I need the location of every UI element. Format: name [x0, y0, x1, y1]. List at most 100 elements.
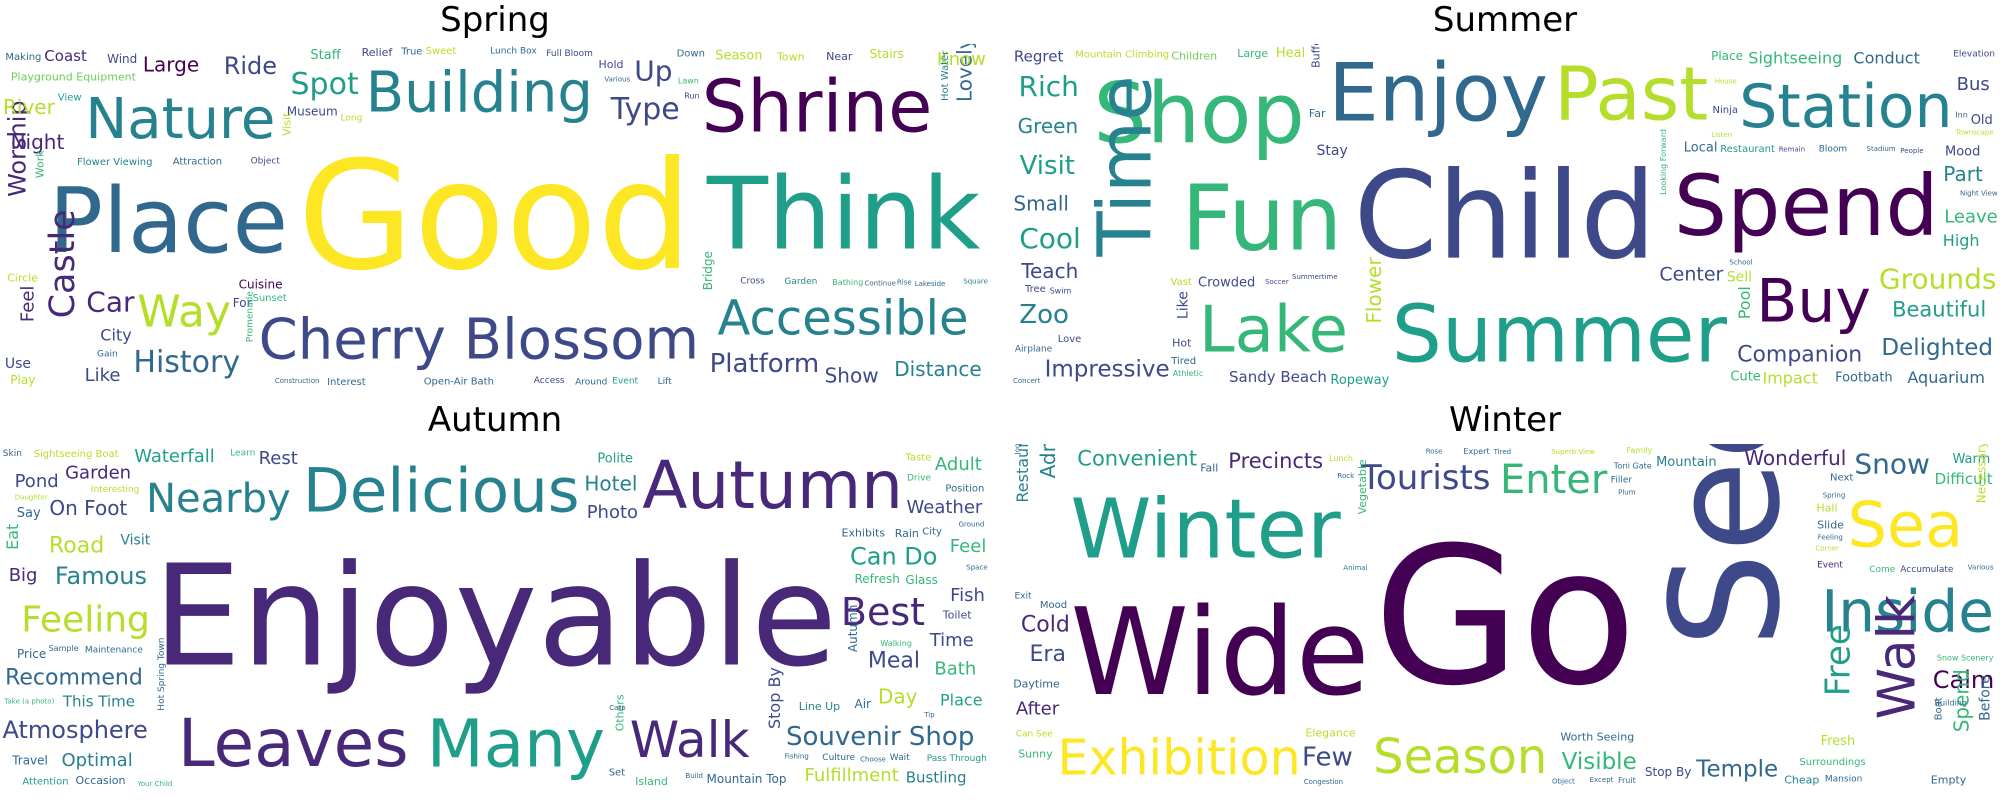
autumn-word-on-foot: On Foot: [49, 496, 127, 520]
summer-word-small: Small: [1013, 192, 1069, 216]
winter-word-building: Building: [1935, 699, 1967, 708]
spring-word-object: Object: [251, 156, 281, 166]
summer-word-heal: Heal: [1276, 46, 1305, 61]
spring-word-sunset: Sunset: [253, 293, 287, 304]
winter-word-fresh: Fresh: [1821, 734, 1856, 749]
summer-word-grounds: Grounds: [1879, 262, 1997, 295]
spring-word-play: Play: [10, 373, 35, 387]
summer-word-school: School: [1729, 258, 1752, 266]
winter-word-temple: Temple: [1695, 757, 1778, 783]
autumn-panel: Autumn Enjoyable Many Delicious Autumn Leave…: [0, 400, 990, 790]
winter-word-superb-view: Superb View: [1551, 448, 1595, 456]
summer-panel: Summer Child Summer Fun Spend Shop Enjoy Past T…: [1010, 0, 2000, 390]
spring-word-season: Season: [715, 48, 762, 63]
summer-word-child: Child: [1354, 148, 1657, 287]
autumn-word-nearby: Nearby: [146, 476, 291, 522]
autumn-word-occasion: Occasion: [76, 774, 126, 787]
winter-word-precincts: Precincts: [1228, 449, 1323, 473]
winter-word-inside: Inside: [1821, 578, 1994, 646]
winter-word-boat: Boat: [1934, 697, 1945, 720]
summer-word-large: Large: [1237, 47, 1268, 60]
spring-word-distance: Distance: [894, 357, 981, 381]
summer-word-lake: Lake: [1199, 293, 1348, 367]
autumn-word-air: Air: [855, 697, 872, 711]
summer-word-impressive: Impressive: [1045, 356, 1170, 382]
autumn-word-autumn: Autumn: [846, 605, 860, 652]
winter-word-exhibition: Exhibition: [1058, 730, 1301, 787]
spring-word-worship: Worship: [3, 100, 31, 197]
summer-word-station: Station: [1739, 72, 1952, 142]
autumn-title: Autumn: [427, 400, 563, 440]
spring-word-staff: Staff: [310, 48, 341, 63]
autumn-word-waterfall: Waterfall: [134, 446, 215, 467]
spring-word-like: Like: [85, 365, 121, 386]
autumn-word-line-up: Line Up: [799, 700, 840, 713]
autumn-word-hot-spring-town: Hot Spring Town: [157, 638, 167, 711]
summer-word-soccer: Soccer: [1265, 278, 1289, 286]
spring-word-construction: Construction: [275, 377, 320, 385]
autumn-word-fishing: Fishing: [784, 753, 808, 761]
summer-word-stadium: Stadium: [1867, 145, 1896, 153]
autumn-word-delicious: Delicious: [303, 455, 580, 526]
autumn-word-weather: Weather: [907, 497, 983, 518]
spring-word-work: Work: [33, 150, 46, 178]
autumn-word-day: Day: [878, 685, 918, 709]
autumn-word-rest: Rest: [259, 448, 298, 469]
summer-word-summertime: Summertime: [1292, 273, 1338, 281]
summer-word-shop: Shop: [1094, 65, 1305, 163]
winter-word-plum: Plum: [1618, 488, 1636, 496]
winter-word-era: Era: [1030, 642, 1066, 667]
winter-panel: Winter Go See Wide Winter Season Inside Walk Se…: [1010, 400, 2000, 790]
winter-title: Winter: [1448, 400, 1562, 440]
winter-word-walk: Walk: [1868, 595, 1928, 720]
spring-word-night: Night: [11, 130, 65, 154]
spring-word-event: Event: [612, 377, 638, 387]
autumn-word-skin: Skin: [3, 449, 22, 459]
summer-word-conduct: Conduct: [1853, 49, 1919, 68]
summer-word-local: Local: [1684, 140, 1718, 155]
autumn-word-city: City: [922, 526, 942, 537]
summer-word-buy: Buy: [1756, 267, 1871, 337]
autumn-word-island: Island: [635, 775, 668, 788]
summer-word-zoo: Zoo: [1019, 300, 1069, 330]
spring-word-building: Building: [366, 61, 593, 126]
autumn-word-refresh: Refresh: [855, 572, 900, 586]
spring-word-run: Run: [684, 92, 699, 101]
autumn-word-sample: Sample: [49, 644, 79, 653]
spring-word-stairs: Stairs: [870, 47, 904, 61]
winter-word-few: Few: [1302, 743, 1353, 773]
autumn-word-take-a-photo: Take (a photo): [3, 697, 54, 705]
summer-word-sell: Sell: [1727, 270, 1752, 286]
winter-word-snow: Snow: [1854, 448, 1930, 481]
spring-word-attraction: Attraction: [173, 156, 222, 167]
winter-word-tired: Tired: [1493, 448, 1511, 456]
winter-word-event: Event: [1817, 561, 1843, 571]
spring-word-hold: Hold: [599, 58, 624, 71]
summer-word-footbath: Footbath: [1835, 370, 1893, 385]
winter-word-vegetable: Vegetable: [1356, 459, 1369, 514]
winter-word-fall: Fall: [1200, 461, 1218, 474]
summer-word-past: Past: [1554, 52, 1708, 138]
autumn-word-ground: Ground: [959, 520, 985, 528]
winter-word-elegance: Elegance: [1305, 726, 1356, 739]
summer-word-beautiful: Beautiful: [1892, 297, 1986, 321]
spring-word-wind: Wind: [107, 52, 137, 66]
autumn-word-enjoyable: Enjoyable: [153, 536, 837, 699]
spring-word-making: Making: [5, 52, 41, 63]
summer-word-fun: Fun: [1181, 167, 1342, 272]
spring-word-cherry-blossom: Cherry Blossom: [259, 308, 699, 373]
autumn-word-garden: Garden: [65, 463, 131, 484]
autumn-word-build: Build: [685, 772, 703, 780]
winter-word-mansion: Mansion: [1825, 775, 1862, 785]
summer-word-crowded: Crowded: [1198, 276, 1255, 291]
spring-word-continue: Continue: [865, 279, 896, 287]
spring-word-lift: Lift: [658, 377, 673, 387]
summer-word-house: House: [1715, 78, 1737, 86]
spring-word-visit: Visit: [281, 112, 294, 136]
summer-word-old: Old: [1971, 113, 1993, 128]
spring-word-true: True: [400, 47, 422, 58]
autumn-word-choose: Choose: [860, 755, 886, 763]
